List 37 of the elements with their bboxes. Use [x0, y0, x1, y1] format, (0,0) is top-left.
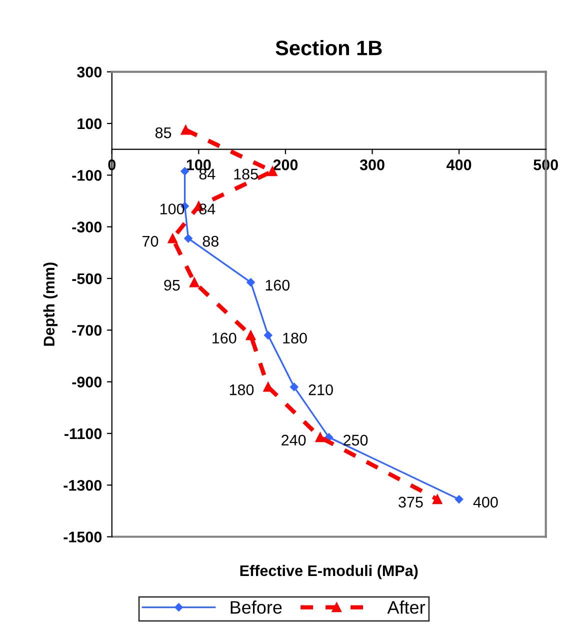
data-label: 240 — [282, 434, 306, 446]
data-label: 85 — [155, 127, 172, 138]
data-label: 375 — [398, 496, 423, 508]
y-tick-label: -100 — [72, 170, 102, 181]
y-tick-label: -300 — [72, 222, 102, 233]
y-tick-label: -900 — [72, 376, 102, 388]
x-tick-label: 300 — [360, 159, 384, 170]
x-axis-title: Effective E-moduli (MPa) — [240, 564, 418, 580]
chart-title: Section 1B — [276, 40, 382, 56]
x-tick-label: 500 — [534, 159, 558, 170]
y-tick-label: 100 — [78, 118, 102, 130]
data-label: 95 — [164, 280, 180, 291]
data-label: 250 — [344, 434, 368, 446]
y-tick-label: -700 — [72, 324, 102, 336]
y-tick-label: -1500 — [64, 532, 102, 542]
data-label: 88 — [202, 236, 218, 247]
data-label: 400 — [473, 496, 498, 508]
y-tick-label: -1300 — [64, 480, 102, 491]
x-tick-label: 400 — [446, 159, 472, 170]
data-label: 160 — [266, 280, 290, 291]
y-tick-label: -500 — [72, 273, 102, 284]
legend-label: Before — [230, 600, 282, 614]
y-tick-label: -1100 — [64, 428, 102, 440]
data-label: 180 — [283, 332, 307, 344]
y-tick-label: 300 — [77, 66, 102, 78]
data-label: 70 — [142, 236, 158, 247]
x-tick-label: 200 — [273, 159, 298, 170]
data-label: 84 — [199, 204, 216, 214]
data-label: 210 — [308, 384, 333, 396]
data-label: 84 — [199, 168, 216, 180]
x-tick-label: 100 — [186, 159, 211, 170]
data-label: 185 — [234, 168, 258, 180]
data-label: 180 — [230, 384, 254, 396]
legend-label: After — [387, 600, 426, 614]
data-label: 160 — [212, 332, 236, 344]
data-label: 100 — [160, 204, 184, 214]
y-axis-title: Depth (mm) — [43, 262, 58, 346]
